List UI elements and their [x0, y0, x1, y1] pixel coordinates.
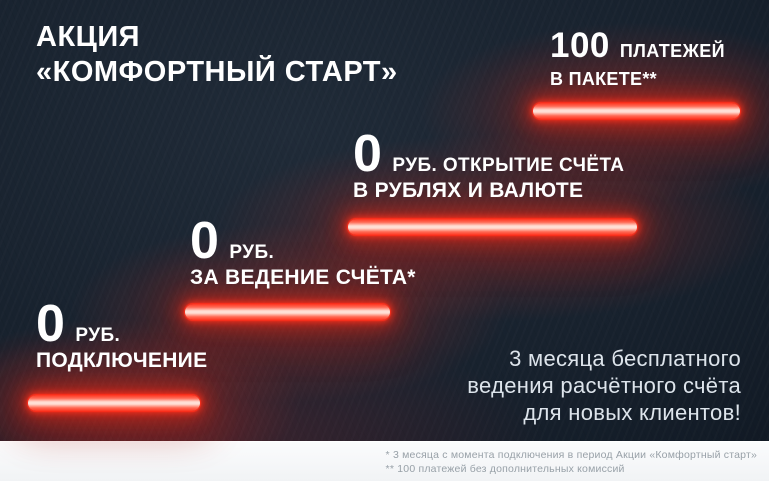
step-account-maintenance-caption: ЗА ВЕДЕНИЕ СЧЁТА*	[190, 266, 416, 289]
step-account-maintenance-head: 0 РУБ.	[190, 212, 416, 270]
neon-bar-account-opening	[348, 219, 637, 235]
step-account-opening: 0 РУБ. ОТКРЫТИЕ СЧЁТА В РУБЛЯХ И ВАЛЮТЕ	[353, 125, 625, 203]
footnotes-panel: * 3 месяца с момента подключения в перио…	[0, 441, 769, 481]
step-account-opening-unit: РУБ. ОТКРЫТИЕ СЧЁТА	[392, 155, 625, 176]
offer-line-3: для новых клиентов!	[523, 400, 741, 425]
offer-line-2: ведения расчётного счёта	[467, 373, 741, 398]
step-payments-package-unit: ПЛАТЕЖЕЙ	[619, 41, 725, 61]
footnote-2: ** 100 платежей без дополнительных комис…	[385, 463, 625, 475]
neon-bar-payments-package	[533, 103, 740, 119]
footnote-1: * 3 месяца с момента подключения в перио…	[385, 449, 757, 461]
step-account-opening-head: 0 РУБ. ОТКРЫТИЕ СЧЁТА	[353, 125, 625, 183]
promo-title-line-1: АКЦИЯ	[36, 21, 141, 53]
promo-title-line-2: «КОМФОРТНЫЙ СТАРТ»	[36, 56, 398, 88]
step-account-opening-value: 0	[353, 125, 383, 183]
step-connection-head: 0 РУБ.	[36, 295, 207, 353]
step-connection-caption: ПОДКЛЮЧЕНИЕ	[36, 349, 208, 372]
banner-background: АКЦИЯ «КОМФОРТНЫЙ СТАРТ» 0 РУБ. ПОДКЛЮЧЕ…	[0, 0, 769, 441]
promo-title: АКЦИЯ «КОМФОРТНЫЙ СТАРТ»	[36, 20, 398, 90]
step-payments-package-head: 100 ПЛАТЕЖЕЙ	[550, 27, 725, 65]
step-connection-value: 0	[36, 295, 66, 353]
step-payments-package-value: 100	[550, 26, 610, 65]
step-account-maintenance: 0 РУБ. ЗА ВЕДЕНИЕ СЧЁТА*	[190, 212, 416, 290]
step-account-maintenance-unit: РУБ.	[229, 242, 275, 263]
step-connection-unit: РУБ.	[75, 325, 121, 346]
step-connection: 0 РУБ. ПОДКЛЮЧЕНИЕ	[36, 295, 208, 373]
step-payments-package-caption: В ПАКЕТЕ**	[550, 69, 657, 89]
offer-line-1: 3 месяца бесплатного	[509, 346, 741, 371]
footnotes: * 3 месяца с момента подключения в перио…	[386, 448, 757, 476]
offer-text: 3 месяца бесплатного ведения расчётного …	[467, 345, 741, 426]
step-account-maintenance-value: 0	[190, 212, 220, 270]
neon-bar-connection	[28, 395, 200, 411]
neon-bar-account-maintenance	[185, 304, 390, 320]
step-account-opening-caption: В РУБЛЯХ И ВАЛЮТЕ	[353, 179, 584, 202]
step-payments-package: 100 ПЛАТЕЖЕЙ В ПАКЕТЕ**	[550, 27, 725, 90]
